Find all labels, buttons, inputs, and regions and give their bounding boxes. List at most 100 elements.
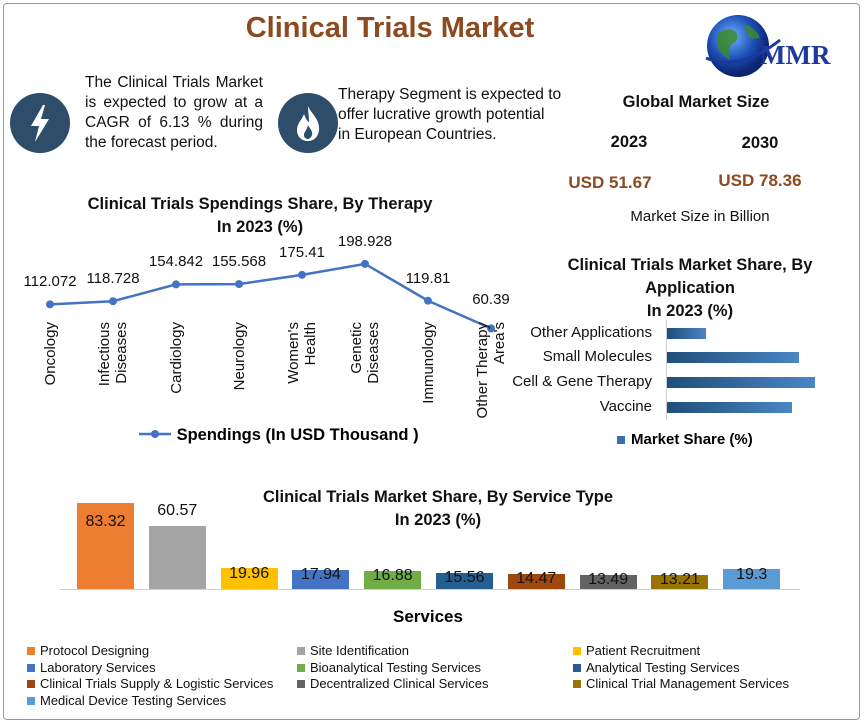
service-legend-item: Analytical Testing Services	[573, 660, 740, 675]
application-legend-swatch	[617, 436, 625, 444]
service-value-label: 19.96	[229, 565, 270, 583]
application-bar	[667, 377, 815, 388]
service-bar	[220, 568, 278, 589]
service-legend-item: Clinical Trial Management Services	[573, 676, 789, 691]
service-value-label: 15.56	[444, 568, 485, 586]
application-legend: Market Share (%)	[617, 431, 753, 448]
service-chart-title: Clinical Trials Market Share, By Service…	[262, 488, 614, 529]
year-2023: 2023	[610, 133, 648, 151]
service-value-label: 83.32	[85, 512, 126, 530]
service-legend-label: Clinical Trial Management Services	[586, 676, 790, 691]
therapy-tick-label: Women's Health	[285, 322, 319, 384]
service-legend-item: Site Identification	[297, 643, 409, 658]
service-legend-label: Site Identification	[310, 643, 410, 658]
service-legend-swatch	[573, 663, 581, 672]
flame-icon	[297, 106, 320, 141]
therapy-tick-label: Infectious Diseases	[96, 322, 130, 387]
service-legend-item: Bioanalytical Testing Services	[297, 660, 481, 675]
service-legend-item: Laboratory Services	[27, 660, 156, 675]
service-legend-item: Decentralized Clinical Services	[297, 676, 488, 691]
application-axis-line	[666, 320, 667, 420]
market-value-2023: USD 51.67	[568, 173, 652, 192]
spending-value-label: 112.072	[23, 273, 77, 291]
therapy-tick-label: Genetic Diseases	[348, 322, 382, 384]
service-value-label: 19.3	[736, 565, 768, 583]
service-value-label: 60.57	[157, 502, 198, 520]
service-legend-item: Protocol Designing	[27, 643, 149, 658]
application-tick-label: Cell & Gene Therapy	[512, 373, 652, 390]
market-value-2030: USD 78.36	[718, 171, 802, 190]
service-legend-swatch	[297, 647, 305, 655]
service-x-axis-line	[60, 589, 800, 590]
logo-text: MMR	[760, 40, 831, 70]
service-legend-label: Medical Device Testing Services	[40, 692, 227, 708]
service-legend-label: Protocol Designing	[40, 643, 150, 658]
service-legend-swatch	[297, 680, 305, 688]
market-size-title: Global Market Size	[622, 93, 770, 111]
therapy-text: Therapy Segment is expected to offer luc…	[338, 86, 562, 143]
spending-value-label: 155.568	[211, 253, 267, 271]
service-bar	[364, 571, 422, 589]
mmr-logo: MMR	[700, 10, 850, 82]
growth-text: The Clinical Trials Market is expected t…	[85, 74, 263, 151]
spending-value-label: 154.842	[148, 253, 204, 271]
service-x-label: Services	[393, 607, 463, 626]
growth-icon-badge	[10, 93, 70, 153]
lightning-bolt-icon	[31, 105, 49, 142]
therapy-tick-label: Oncology	[41, 322, 59, 386]
application-tick-label: Vaccine	[599, 398, 652, 415]
application-tick-label: Other Applications	[530, 324, 652, 341]
therapy-tick-label: Cardiology	[167, 322, 185, 394]
therapy-tick-label: Immunology	[419, 322, 437, 404]
service-bar	[579, 574, 637, 589]
service-legend-label: Clinical Trials Supply & Logistic Servic…	[40, 676, 274, 691]
service-value-label: 16.88	[372, 567, 413, 585]
service-legend-item: Patient Recruitment	[573, 643, 700, 658]
service-value-label: 17.94	[300, 566, 341, 584]
service-bar	[436, 572, 493, 589]
spending-value-label: 60.39	[472, 291, 510, 309]
service-value-label: 13.21	[659, 571, 700, 589]
service-bar	[507, 573, 565, 589]
service-legend-swatch	[27, 680, 35, 688]
service-legend-swatch	[27, 696, 35, 705]
globe-icon	[705, 15, 781, 77]
service-legend-swatch	[573, 680, 581, 688]
service-bar	[723, 568, 781, 589]
application-bar	[667, 402, 792, 413]
service-bar	[148, 526, 206, 589]
service-value-label: 13.49	[588, 570, 629, 588]
year-2030: 2030	[741, 134, 779, 152]
service-legend-label: Bioanalytical Testing Services	[310, 659, 482, 675]
therapy-legend: Spendings (In USD Thousand )	[138, 426, 419, 445]
spending-value-label: 198.928	[337, 232, 393, 250]
service-bar	[651, 575, 709, 589]
service-value-label: 14.47	[516, 569, 557, 587]
service-legend-item: Medical Device Testing Services	[27, 693, 226, 708]
service-legend-swatch	[573, 647, 581, 655]
line-legend-swatch	[139, 430, 171, 438]
service-legend-item: Clinical Trials Supply & Logistic Servic…	[27, 676, 273, 691]
service-legend-label: Analytical Testing Services	[586, 659, 740, 675]
spending-value-label: 118.728	[86, 270, 140, 288]
service-legend-swatch	[297, 663, 305, 672]
application-bar	[667, 328, 707, 339]
spending-value-label: 175.41	[279, 243, 325, 261]
service-legend-swatch	[27, 663, 35, 672]
market-size-note: Market Size in Billion	[630, 208, 770, 225]
application-chart-title: Clinical Trials Market Share, By Applica…	[567, 256, 813, 320]
service-legend-label: Patient Recruitment	[586, 643, 701, 658]
therapy-chart-title: Clinical Trials Spendings Share, By Ther…	[87, 195, 433, 236]
page-title: Clinical Trials Market	[245, 12, 535, 44]
application-tick-label: Small Molecules	[542, 348, 652, 365]
service-bar	[77, 502, 134, 589]
application-bar	[667, 352, 799, 363]
spending-value-label: 119.81	[405, 269, 451, 287]
service-legend-label: Decentralized Clinical Services	[310, 676, 489, 691]
service-legend-swatch	[27, 647, 35, 655]
application-legend-label: Market Share (%)	[631, 431, 753, 448]
service-bar	[292, 570, 350, 589]
therapy-tick-label: Neurology	[230, 322, 248, 391]
service-legend-label: Laboratory Services	[40, 659, 156, 675]
therapy-icon-badge	[278, 93, 338, 153]
